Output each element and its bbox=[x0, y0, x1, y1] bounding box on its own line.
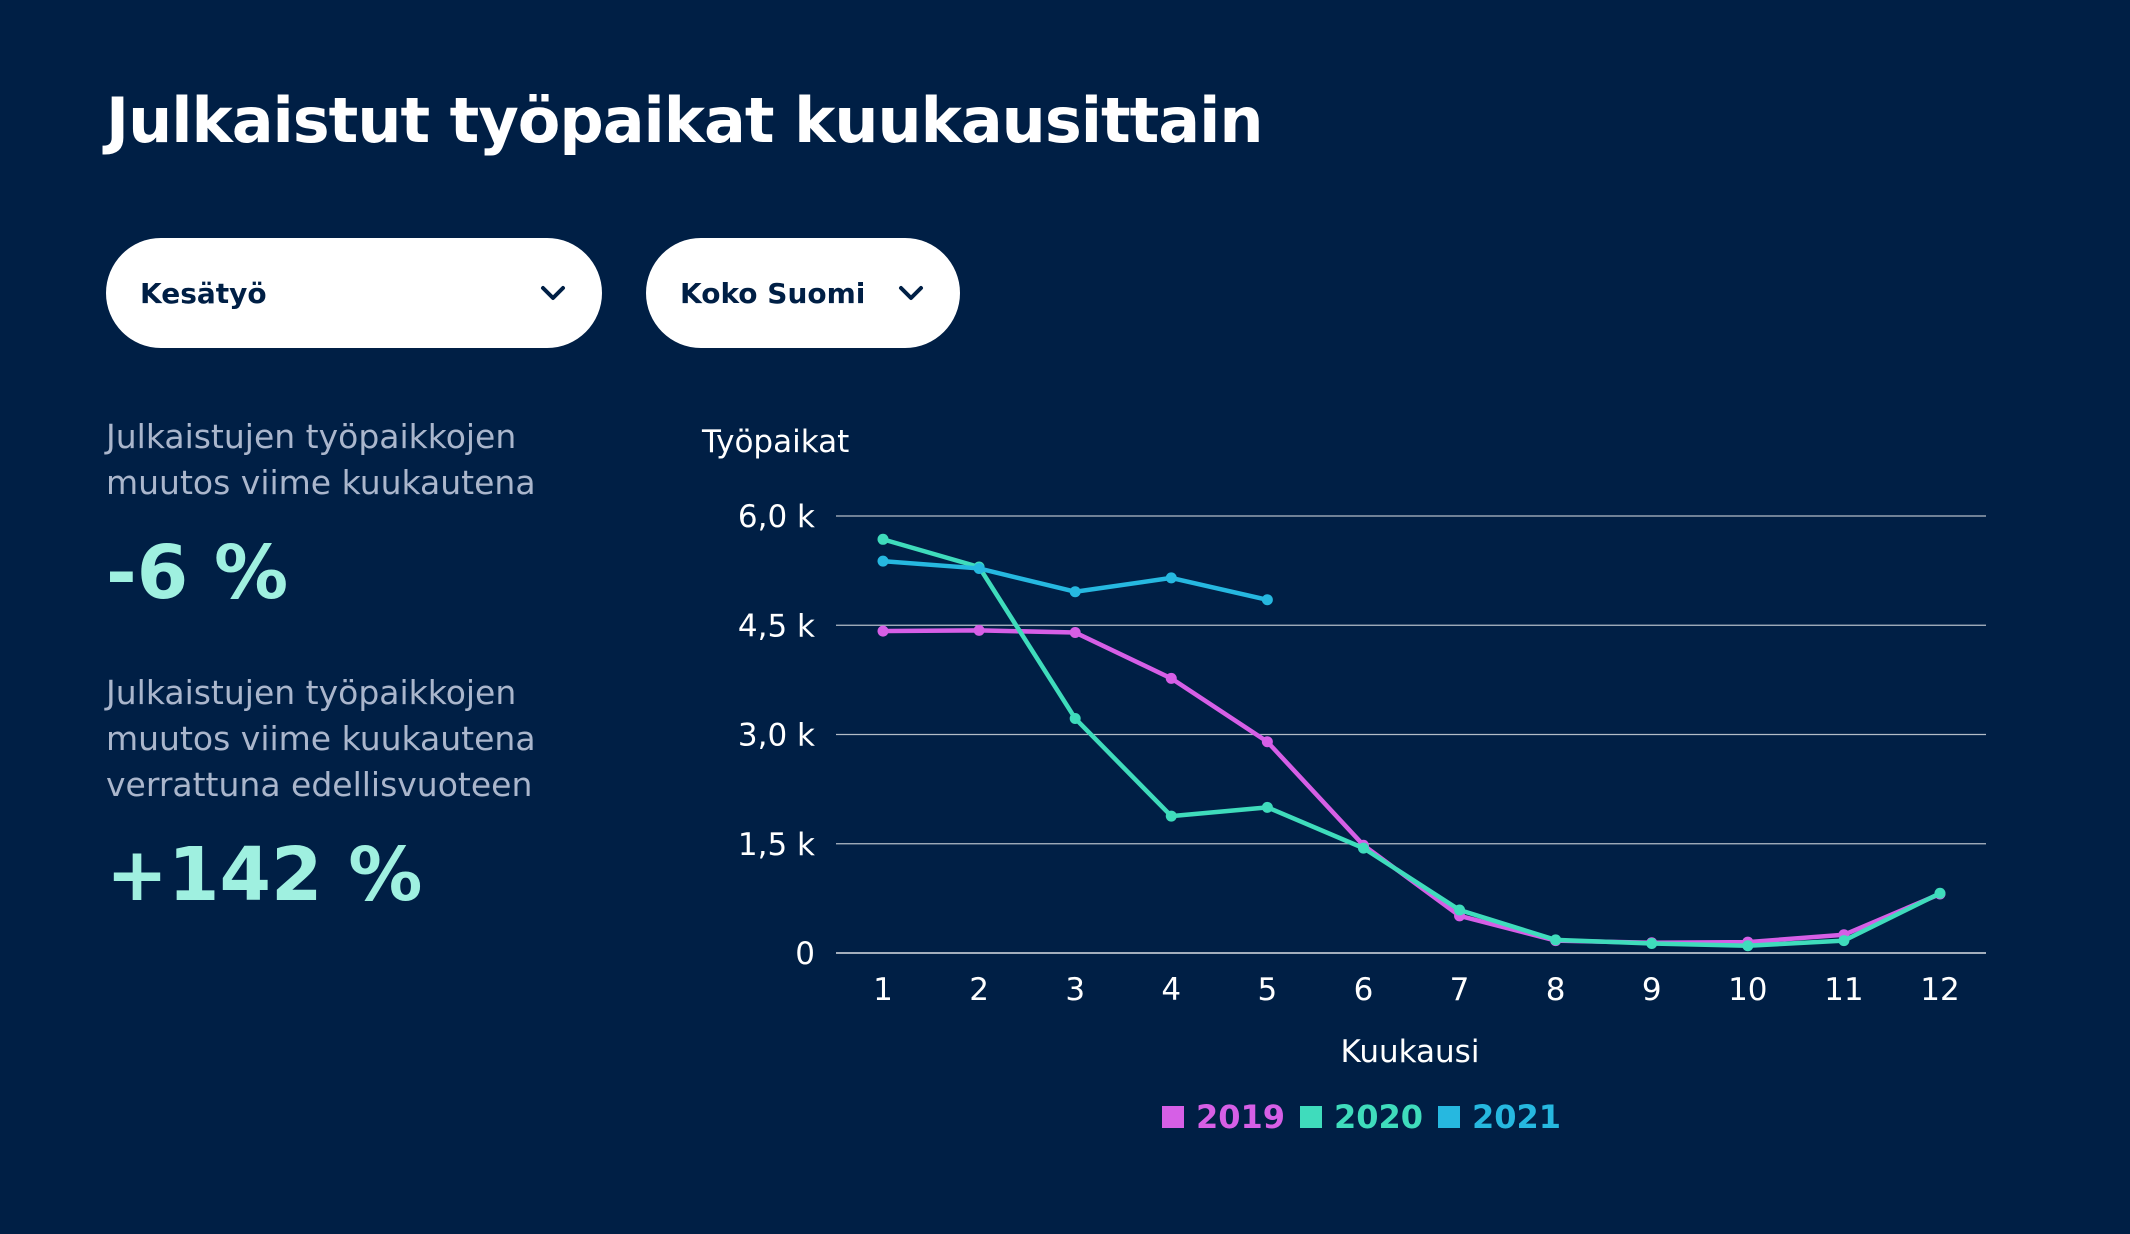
yoy-change-value: +142 % bbox=[106, 832, 423, 918]
legend-label-2019: 2019 bbox=[1196, 1098, 1285, 1136]
x-tick-label: 9 bbox=[1642, 972, 1662, 1008]
data-point-2019 bbox=[877, 625, 889, 637]
x-tick-label: 1 bbox=[873, 972, 893, 1008]
x-tick-label: 3 bbox=[1065, 972, 1085, 1008]
job-type-dropdown-label: Kesätyö bbox=[140, 276, 267, 310]
y-axis-title: Työpaikat bbox=[701, 424, 849, 460]
x-tick-label: 4 bbox=[1161, 972, 1181, 1008]
data-point-2021 bbox=[1165, 572, 1177, 584]
data-point-2020 bbox=[1261, 801, 1273, 813]
data-point-2019 bbox=[1069, 627, 1081, 639]
data-point-2020 bbox=[1165, 810, 1177, 822]
y-tick-label: 1,5 k bbox=[738, 827, 815, 863]
chevron-down-icon bbox=[538, 278, 568, 308]
page-title: Julkaistut työpaikat kuukausittain bbox=[106, 84, 1263, 157]
data-point-2021 bbox=[973, 562, 985, 574]
x-tick-label: 5 bbox=[1257, 972, 1277, 1008]
data-point-2020 bbox=[877, 533, 889, 545]
data-point-2021 bbox=[877, 555, 889, 567]
x-tick-label: 8 bbox=[1546, 972, 1566, 1008]
x-tick-label: 11 bbox=[1824, 972, 1863, 1008]
region-dropdown-label: Koko Suomi bbox=[680, 276, 866, 310]
x-tick-label: 10 bbox=[1728, 972, 1767, 1008]
data-point-2020 bbox=[1646, 938, 1658, 950]
x-tick-label: 12 bbox=[1920, 972, 1959, 1008]
y-tick-label: 3,0 k bbox=[738, 718, 815, 754]
series-line-2019 bbox=[880, 628, 1943, 946]
legend-label-2020: 2020 bbox=[1334, 1098, 1423, 1136]
monthly-change-value: -6 % bbox=[106, 530, 289, 616]
legend-swatch-2021 bbox=[1438, 1106, 1460, 1128]
data-point-2020 bbox=[1454, 904, 1466, 916]
data-point-2021 bbox=[1069, 586, 1081, 598]
data-point-2020 bbox=[1357, 842, 1369, 854]
x-axis-title: Kuukausi bbox=[1341, 1034, 1480, 1070]
data-point-2019 bbox=[1261, 736, 1273, 748]
chevron-down-icon bbox=[896, 278, 926, 308]
series-line-2020 bbox=[880, 537, 1943, 948]
yoy-change-label: Julkaistujen työpaikkojen muutos viime k… bbox=[106, 673, 536, 804]
job-type-dropdown[interactable]: Kesätyö bbox=[106, 238, 602, 348]
data-point-2020 bbox=[1934, 887, 1946, 899]
region-dropdown[interactable]: Koko Suomi bbox=[646, 238, 960, 348]
y-tick-label: 6,0 k bbox=[738, 499, 815, 535]
legend-swatch-2020 bbox=[1300, 1106, 1322, 1128]
data-point-2020 bbox=[1742, 940, 1754, 952]
y-tick-label: 4,5 k bbox=[738, 608, 815, 644]
y-tick-label: 0 bbox=[795, 936, 815, 972]
data-point-2020 bbox=[1069, 712, 1081, 724]
x-tick-label: 6 bbox=[1354, 972, 1374, 1008]
legend-label-2021: 2021 bbox=[1472, 1098, 1561, 1136]
data-point-2020 bbox=[1838, 935, 1850, 947]
data-point-2019 bbox=[973, 624, 985, 636]
x-tick-label: 2 bbox=[969, 972, 989, 1008]
x-tick-label: 7 bbox=[1450, 972, 1470, 1008]
data-point-2019 bbox=[1165, 672, 1177, 684]
monthly-change-label: Julkaistujen työpaikkojen muutos viime k… bbox=[106, 417, 536, 502]
data-point-2020 bbox=[1550, 934, 1562, 946]
data-point-2021 bbox=[1261, 594, 1273, 606]
legend-swatch-2019 bbox=[1162, 1106, 1184, 1128]
